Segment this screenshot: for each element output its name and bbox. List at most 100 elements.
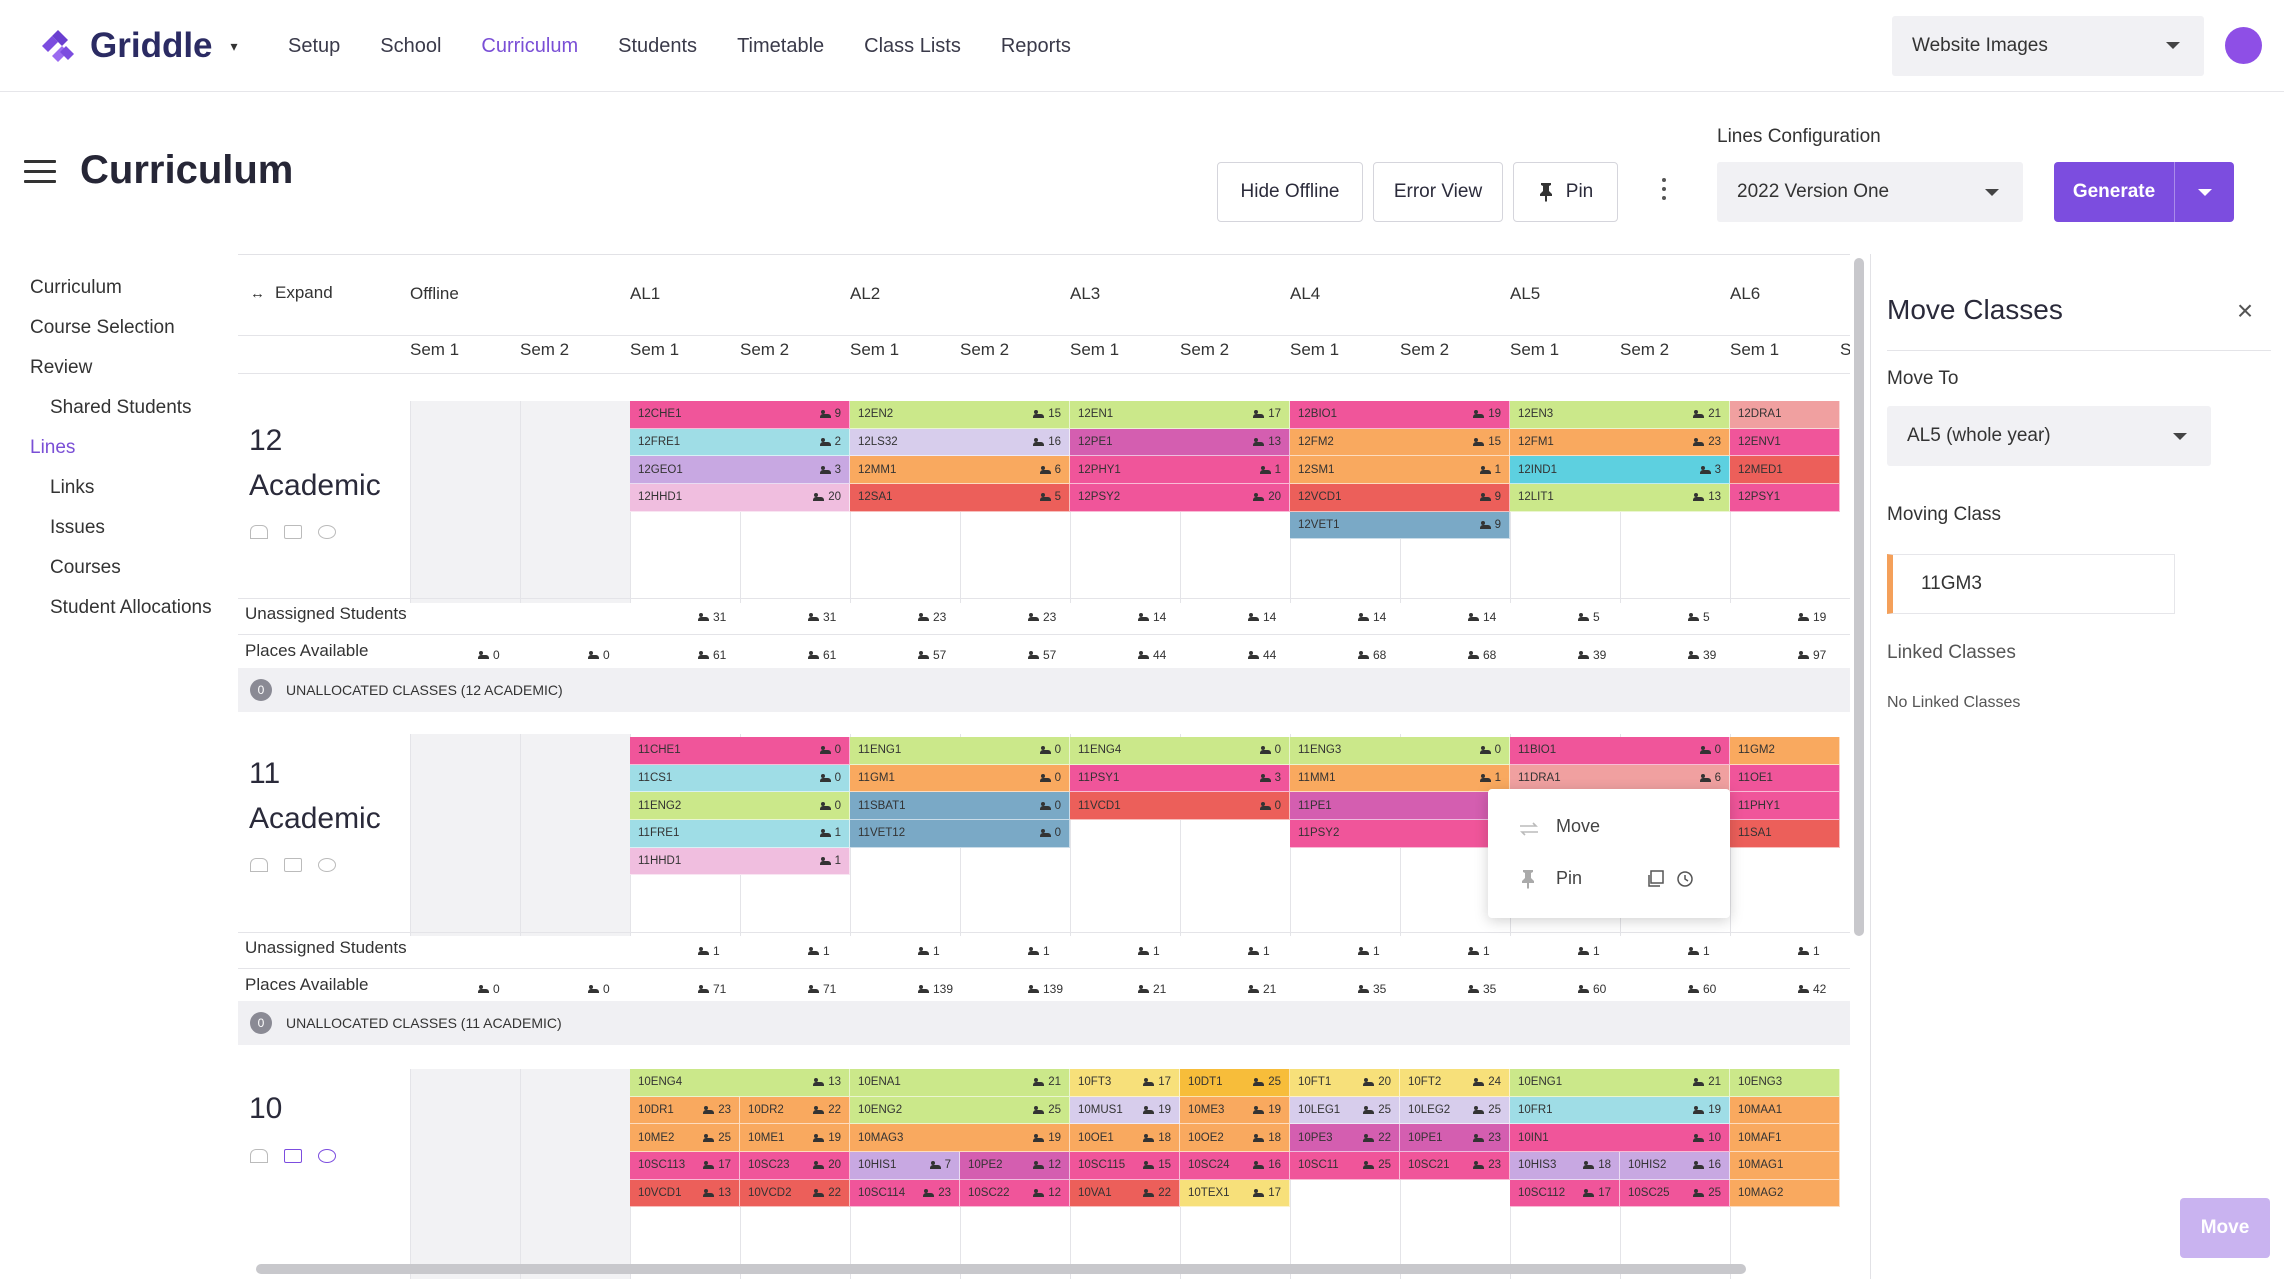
class-cell-10his1[interactable]: 10HIS1 7 (850, 1152, 960, 1180)
context-pin-item[interactable]: Pin (1556, 868, 1583, 888)
students-icon[interactable] (250, 858, 268, 872)
column-header-al1[interactable]: AL1 (630, 284, 661, 303)
class-cell-11sa1[interactable]: 11SA1 (1730, 820, 1840, 848)
class-cell-12ls32[interactable]: 12LS32 16 (850, 428, 1070, 457)
class-cell-12psy2[interactable]: 12PSY2 20 (1070, 484, 1290, 512)
class-cell-12en1[interactable]: 12EN1 17 (1070, 401, 1290, 429)
class-cell-10his2[interactable]: 10HIS2 16 (1620, 1152, 1730, 1180)
sidebar-item-issues[interactable]: Issues (50, 517, 105, 538)
class-cell-10sc22[interactable]: 10SC22 12 (960, 1179, 1070, 1208)
students-icon[interactable] (250, 525, 268, 539)
class-cell-10tex1[interactable]: 10TEX1 17 (1180, 1179, 1290, 1208)
history-icon[interactable] (318, 858, 336, 872)
nav-item-setup[interactable]: Setup (288, 34, 341, 57)
column-header-al3[interactable]: AL3 (1070, 284, 1101, 303)
class-cell-12phy1[interactable]: 12PHY1 1 (1070, 456, 1290, 485)
class-cell-12en3[interactable]: 12EN3 21 (1510, 401, 1730, 429)
class-cell-11gm1[interactable]: 11GM1 0 (850, 764, 1070, 793)
class-cell-10sc24[interactable]: 10SC24 16 (1180, 1152, 1290, 1180)
class-cell-10his3[interactable]: 10HIS3 18 (1510, 1152, 1620, 1180)
class-cell-10sc25[interactable]: 10SC25 25 (1620, 1179, 1730, 1208)
class-cell-10ena1[interactable]: 10ENA1 21 (850, 1069, 1070, 1097)
history-icon[interactable] (1676, 870, 1694, 888)
class-cell-11oe1[interactable]: 11OE1 (1730, 764, 1840, 793)
class-cell-12fm2[interactable]: 12FM2 15 (1290, 428, 1510, 457)
class-cell-10sc21[interactable]: 10SC21 23 (1400, 1152, 1510, 1180)
error-view-button[interactable]: Error View (1373, 162, 1503, 222)
class-cell-10leg1[interactable]: 10LEG1 25 (1290, 1096, 1400, 1125)
class-cell-12env1[interactable]: 12ENV1 (1730, 428, 1840, 457)
class-cell-12che1[interactable]: 12CHE1 9 (630, 401, 850, 429)
nav-item-class-lists[interactable]: Class Lists (864, 34, 961, 57)
sidebar-item-courses[interactable]: Courses (50, 557, 121, 578)
class-cell-10sc113[interactable]: 10SC113 17 (630, 1152, 740, 1180)
class-cell-11vcd1[interactable]: 11VCD1 0 (1070, 792, 1290, 821)
brand-logo[interactable]: Griddle ▾ (36, 24, 238, 68)
class-cell-11eng3[interactable]: 11ENG3 0 (1290, 737, 1510, 765)
class-cell-11eng2[interactable]: 11ENG2 0 (630, 792, 850, 821)
unallocated-classes-banner[interactable]: 0 UNALLOCATED CLASSES (12 ACADEMIC) (238, 668, 1850, 712)
class-cell-10me1[interactable]: 10ME1 19 (740, 1124, 850, 1153)
column-header-al6[interactable]: AL6 (1730, 284, 1761, 303)
class-cell-10me3[interactable]: 10ME3 19 (1180, 1096, 1290, 1125)
class-cell-10eng2[interactable]: 10ENG2 25 (850, 1096, 1070, 1125)
class-cell-10fr1[interactable]: 10FR1 19 (1510, 1096, 1730, 1125)
school-select[interactable]: Website Images (1892, 16, 2204, 76)
class-cell-10dr2[interactable]: 10DR2 22 (740, 1096, 850, 1125)
class-cell-10me2[interactable]: 10ME2 25 (630, 1124, 740, 1153)
move-to-select[interactable]: AL5 (whole year) (1887, 406, 2211, 466)
lines-config-select[interactable]: 2022 Version One (1717, 162, 2023, 222)
class-cell-10eng3[interactable]: 10ENG3 (1730, 1069, 1840, 1097)
class-cell-10sc114[interactable]: 10SC114 23 (850, 1179, 960, 1208)
class-cell-10dt1[interactable]: 10DT1 25 (1180, 1069, 1290, 1097)
class-cell-10maa1[interactable]: 10MAA1 (1730, 1096, 1840, 1125)
class-cell-12en2[interactable]: 12EN2 15 (850, 401, 1070, 429)
class-cell-10vcd2[interactable]: 10VCD2 22 (740, 1179, 850, 1208)
class-cell-12vcd1[interactable]: 12VCD1 9 (1290, 484, 1510, 512)
history-icon[interactable] (318, 525, 336, 539)
generate-button[interactable]: Generate (2054, 162, 2234, 222)
class-cell-10sc11[interactable]: 10SC11 25 (1290, 1152, 1400, 1180)
user-avatar[interactable] (2225, 27, 2262, 64)
class-cell-12psy1[interactable]: 12PSY1 (1730, 484, 1840, 512)
class-cell-12pe1[interactable]: 12PE1 13 (1070, 428, 1290, 457)
class-cell-10dr1[interactable]: 10DR1 23 (630, 1096, 740, 1125)
class-cell-12fm1[interactable]: 12FM1 23 (1510, 428, 1730, 457)
class-cell-11fre1[interactable]: 11FRE1 1 (630, 820, 850, 848)
class-cell-10va1[interactable]: 10VA1 22 (1070, 1179, 1180, 1208)
class-cell-10ft1[interactable]: 10FT1 20 (1290, 1069, 1400, 1097)
class-cell-12sa1[interactable]: 12SA1 5 (850, 484, 1070, 512)
class-cell-12vet1[interactable]: 12VET1 9 (1290, 511, 1510, 540)
class-cell-10sc112[interactable]: 10SC112 17 (1510, 1179, 1620, 1208)
class-cell-11pe1[interactable]: 11PE1 (1290, 792, 1510, 821)
copy-icon[interactable] (284, 858, 302, 872)
class-cell-11sbat1[interactable]: 11SBAT1 0 (850, 792, 1070, 821)
class-cell-10maf1[interactable]: 10MAF1 (1730, 1124, 1840, 1153)
column-header-al5[interactable]: AL5 (1510, 284, 1541, 303)
column-header-al2[interactable]: AL2 (850, 284, 881, 303)
nav-item-students[interactable]: Students (618, 34, 698, 57)
menu-icon[interactable] (24, 160, 56, 184)
class-cell-11mm1[interactable]: 11MM1 1 (1290, 764, 1510, 793)
class-cell-10leg2[interactable]: 10LEG2 25 (1400, 1096, 1510, 1125)
class-cell-11che1[interactable]: 11CHE1 0 (630, 737, 850, 765)
class-cell-11phy1[interactable]: 11PHY1 (1730, 792, 1840, 821)
column-header-offline[interactable]: Offline (410, 284, 459, 303)
more-options-icon[interactable] (1660, 178, 1668, 206)
class-cell-11bio1[interactable]: 11BIO1 0 (1510, 737, 1730, 765)
column-header-al4[interactable]: AL4 (1290, 284, 1321, 303)
class-cell-12mm1[interactable]: 12MM1 6 (850, 456, 1070, 485)
sidebar-item-review[interactable]: Review (30, 357, 93, 378)
move-button[interactable]: Move (2180, 1198, 2270, 1258)
class-cell-10ft2[interactable]: 10FT2 24 (1400, 1069, 1510, 1097)
unallocated-classes-banner[interactable]: 0 UNALLOCATED CLASSES (11 ACADEMIC) (238, 1001, 1850, 1045)
class-cell-12sm1[interactable]: 12SM1 1 (1290, 456, 1510, 485)
students-icon[interactable] (250, 1149, 268, 1163)
class-cell-10sc23[interactable]: 10SC23 20 (740, 1152, 850, 1180)
sidebar-item-course-selection[interactable]: Course Selection (30, 317, 175, 338)
class-cell-10mus1[interactable]: 10MUS1 19 (1070, 1096, 1180, 1125)
class-cell-10mag2[interactable]: 10MAG2 (1730, 1179, 1840, 1208)
class-cell-10eng4[interactable]: 10ENG4 13 (630, 1069, 850, 1097)
sidebar-item-student-allocations[interactable]: Student Allocations (50, 597, 212, 618)
class-cell-10eng1[interactable]: 10ENG1 21 (1510, 1069, 1730, 1097)
